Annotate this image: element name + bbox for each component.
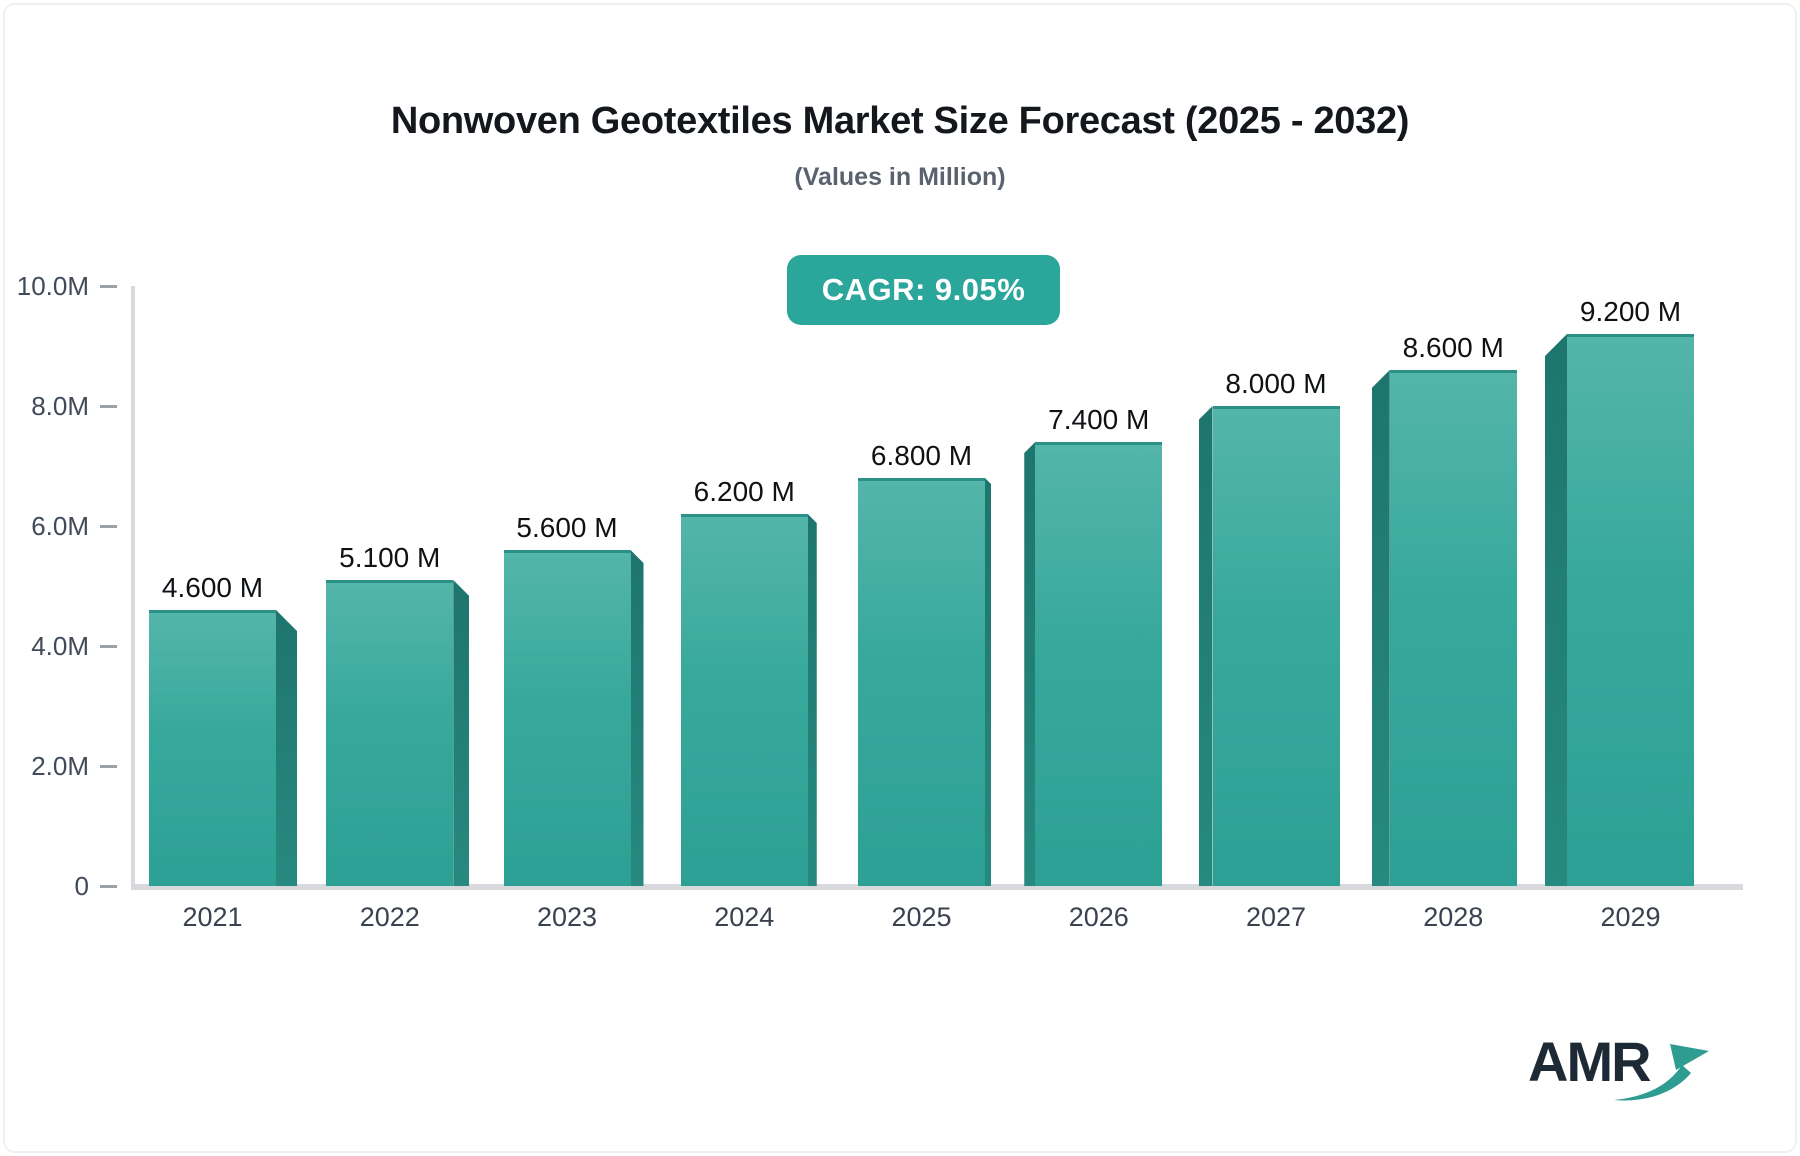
x-axis-category-label: 2029	[1600, 902, 1661, 932]
bar-2024	[680, 514, 817, 886]
bar-side-face	[1024, 442, 1036, 886]
y-axis-tick-label: 4.0M	[31, 631, 89, 661]
y-axis-tick-label: 2.0M	[31, 751, 89, 781]
bar-2029	[1545, 334, 1694, 886]
amr-logo-text: AMR	[1528, 1030, 1652, 1093]
bar-side-face	[453, 580, 470, 886]
x-axis-category-label: 2025	[891, 902, 952, 932]
bar-2021	[149, 610, 297, 886]
bar-face	[1212, 406, 1340, 886]
bar-value-label: 8.000 M	[1225, 368, 1327, 399]
bar-side-face	[1371, 370, 1390, 886]
chart-subtitle: (Values in Million)	[794, 163, 1006, 191]
y-axis-tick	[100, 285, 117, 288]
amr-logo: AMR	[1528, 1032, 1728, 1112]
y-axis-tick-label: 6.0M	[31, 511, 89, 541]
bar-side-face	[1545, 334, 1567, 886]
bar-2022	[326, 580, 470, 886]
bar-face	[1567, 334, 1694, 886]
y-axis-tick	[100, 405, 117, 408]
bar-side-face	[1198, 406, 1213, 886]
x-axis-category-label: 2024	[714, 902, 775, 932]
cagr-badge: CAGR: 9.05%	[787, 255, 1060, 325]
bar-side-face	[985, 478, 991, 886]
bar-face	[149, 610, 276, 886]
bar-face	[680, 514, 808, 886]
bar-value-label: 8.600 M	[1402, 332, 1504, 363]
bar-2026	[1024, 442, 1163, 886]
x-axis-category-label: 2022	[359, 902, 420, 932]
bar-2028	[1371, 370, 1517, 886]
y-axis-tick	[100, 525, 117, 528]
growth-arrow-icon	[1614, 1044, 1709, 1101]
bar-value-label: 6.800 M	[870, 440, 973, 471]
bar-2025	[858, 478, 991, 886]
y-axis-line	[131, 286, 135, 884]
bar-value-label: 5.600 M	[516, 512, 618, 543]
bar-side-face	[630, 550, 644, 886]
bar-side-face	[276, 610, 297, 886]
bar-value-label: 5.100 M	[339, 542, 441, 573]
y-axis-tick-label: 8.0M	[31, 391, 89, 421]
y-axis-tick-label: 0	[74, 871, 89, 901]
y-axis-tick-label: 10.0M	[16, 271, 89, 301]
x-axis-category-label: 2026	[1068, 902, 1129, 932]
chart-title: Nonwoven Geotextiles Market Size Forecas…	[390, 100, 1410, 142]
bar-value-label: 6.200 M	[693, 476, 795, 507]
x-axis-category-label: 2023	[536, 902, 598, 932]
y-axis-tick	[100, 765, 117, 768]
y-axis-tick	[100, 885, 117, 888]
bar-face	[858, 478, 985, 886]
y-axis-tick	[100, 645, 117, 648]
bar-side-face	[807, 514, 817, 886]
bar-value-label: 4.600 M	[161, 572, 264, 603]
x-axis-line	[131, 884, 1743, 890]
x-axis-category-label: 2028	[1423, 902, 1484, 932]
x-axis-category-label: 2027	[1245, 902, 1307, 932]
bar-value-label: 7.400 M	[1048, 404, 1150, 435]
bar-value-label: 9.200 M	[1579, 296, 1682, 327]
bar-face	[1389, 370, 1517, 886]
bar-face	[503, 550, 631, 886]
bar-2023	[503, 550, 644, 886]
bar-face	[326, 580, 454, 886]
bar-face	[1035, 442, 1163, 886]
x-axis-category-label: 2021	[182, 902, 243, 932]
bar-2027	[1198, 406, 1340, 886]
